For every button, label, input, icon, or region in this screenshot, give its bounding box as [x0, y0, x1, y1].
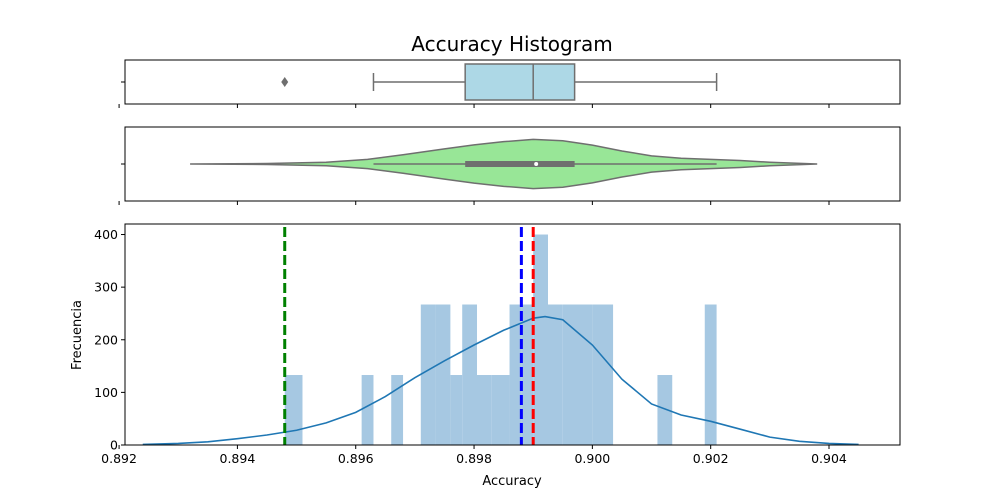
histogram-bar [284, 375, 303, 445]
violin-median-dot [534, 162, 539, 166]
histogram-bar [562, 304, 593, 445]
x-tick-label: 0.898 [456, 451, 492, 466]
histogram-bar [391, 375, 404, 445]
x-tick-label: 0.892 [101, 451, 137, 466]
histogram-bar [450, 375, 463, 445]
x-tick-label: 0.896 [338, 451, 374, 466]
histogram-frame [124, 223, 901, 446]
x-tick-label: 0.902 [693, 451, 729, 466]
outlier-point [281, 77, 289, 87]
boxplot-panel [118, 59, 901, 108]
chart-title: Accuracy Histogram [411, 32, 612, 56]
x-tick-label: 0.904 [811, 451, 847, 466]
histogram-bar [521, 304, 534, 445]
histogram-bar [704, 304, 717, 445]
histogram-bar [533, 234, 548, 445]
histogram-bar [420, 304, 436, 445]
y-tick-label: 300 [94, 280, 118, 295]
x-tick-label: 0.894 [220, 451, 256, 466]
y-tick-label: 0 [110, 438, 118, 453]
y-tick-label: 200 [94, 332, 118, 347]
kde-line [142, 315, 859, 446]
y-tick-label: 100 [94, 385, 118, 400]
histogram-panel: 0.892 0.894 0.896 0.898 0.900 0.902 0.904 0 100 2… [94, 223, 901, 466]
histogram-bar [547, 304, 563, 445]
y-axis-label: Frecuencia [70, 300, 85, 370]
y-tick-label: 400 [94, 227, 118, 242]
histogram-bar [477, 375, 492, 445]
histogram-bar [435, 304, 451, 445]
x-axis-label: Accuracy [482, 474, 542, 489]
histogram-bar [592, 304, 614, 445]
histogram-bar [361, 375, 374, 445]
histogram-bar [657, 375, 673, 445]
x-tick-label: 0.900 [574, 451, 610, 466]
violin-panel [118, 126, 901, 205]
iqr-box [464, 63, 576, 101]
histogram-bar [462, 304, 478, 445]
histogram-bar [509, 304, 522, 445]
violin-iqr-bar [465, 161, 575, 167]
histogram-bar [491, 375, 510, 445]
